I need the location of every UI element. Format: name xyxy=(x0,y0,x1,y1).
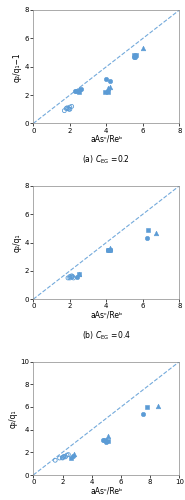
Point xyxy=(71,272,74,280)
Point xyxy=(71,452,74,460)
Point xyxy=(66,104,69,112)
Point xyxy=(102,436,105,444)
Point xyxy=(73,450,76,458)
X-axis label: aAsᶜ/Reᵇ: aAsᶜ/Reᵇ xyxy=(90,486,122,496)
Point xyxy=(109,244,112,252)
Point xyxy=(74,87,77,95)
Point xyxy=(103,88,106,96)
Point xyxy=(63,106,66,114)
Point xyxy=(68,274,71,282)
Point xyxy=(70,272,73,280)
Point xyxy=(68,272,71,280)
Point xyxy=(70,454,73,462)
Point xyxy=(146,403,149,411)
Point xyxy=(79,86,82,94)
X-axis label: aAsᶜ/Reᵇ: aAsᶜ/Reᵇ xyxy=(90,311,122,320)
Point xyxy=(78,88,80,96)
Point xyxy=(61,454,64,462)
Point xyxy=(68,105,71,113)
Point xyxy=(65,451,68,459)
Point xyxy=(67,104,70,112)
Point xyxy=(78,270,80,278)
Point xyxy=(54,456,57,464)
Point xyxy=(133,54,136,62)
Point xyxy=(70,102,73,110)
X-axis label: aAsᶜ/Reᵇ: aAsᶜ/Reᵇ xyxy=(90,135,122,144)
Point xyxy=(107,84,110,92)
Point xyxy=(107,88,110,96)
Text: (a) $\it{C}$$_{\mathrm{EG}}$ =0.2: (a) $\it{C}$$_{\mathrm{EG}}$ =0.2 xyxy=(82,154,130,166)
Point xyxy=(145,234,148,242)
Point xyxy=(107,246,110,254)
Point xyxy=(105,76,108,84)
Y-axis label: q₂/q₁−1: q₂/q₁−1 xyxy=(13,52,22,82)
Point xyxy=(72,274,75,282)
Point xyxy=(64,453,67,461)
Point xyxy=(147,226,150,234)
Point xyxy=(78,86,80,94)
Point xyxy=(106,432,109,440)
Point xyxy=(67,450,70,458)
Point xyxy=(132,53,135,61)
Point xyxy=(154,230,157,237)
Point xyxy=(63,452,65,460)
Point xyxy=(58,454,61,462)
Point xyxy=(68,103,71,111)
Point xyxy=(105,438,108,446)
Text: (b) $\it{C}$$_{\mathrm{EG}}$ =0.4: (b) $\it{C}$$_{\mathrm{EG}}$ =0.4 xyxy=(82,330,131,342)
Point xyxy=(78,270,80,278)
Point xyxy=(107,246,110,254)
Point xyxy=(70,273,73,281)
Point xyxy=(61,454,64,462)
Point xyxy=(63,453,65,461)
Point xyxy=(109,77,112,85)
Point xyxy=(68,105,70,113)
Point xyxy=(67,274,70,282)
Point xyxy=(106,437,109,445)
Y-axis label: q₂/q₁: q₂/q₁ xyxy=(13,233,22,252)
Point xyxy=(134,52,137,60)
Point xyxy=(65,104,68,112)
Point xyxy=(109,246,112,254)
Point xyxy=(103,436,106,444)
Point xyxy=(132,50,135,58)
Y-axis label: q₂/q₁: q₂/q₁ xyxy=(8,409,17,428)
Point xyxy=(156,402,159,410)
Point xyxy=(109,82,112,90)
Point xyxy=(109,246,112,254)
Point xyxy=(76,272,79,280)
Point xyxy=(76,87,79,95)
Point xyxy=(141,410,144,418)
Point xyxy=(141,44,144,52)
